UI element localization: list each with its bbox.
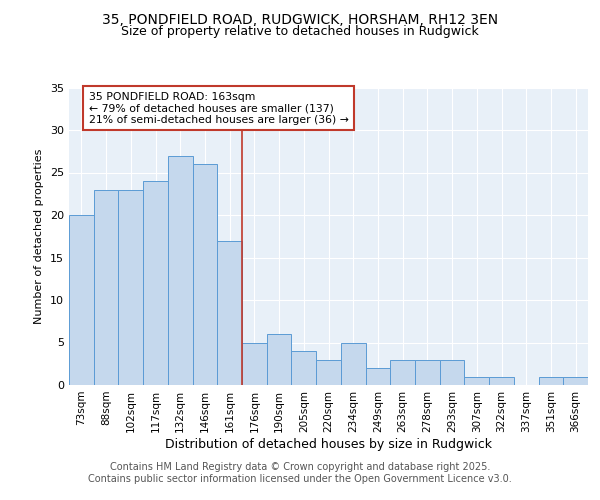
Text: Size of property relative to detached houses in Rudgwick: Size of property relative to detached ho… [121, 25, 479, 38]
Bar [390, 360, 415, 385]
Text: Contains HM Land Registry data © Crown copyright and database right 2025.: Contains HM Land Registry data © Crown c… [110, 462, 490, 472]
Bar [193, 164, 217, 385]
Bar [94, 190, 118, 385]
Bar [143, 181, 168, 385]
Bar [242, 342, 267, 385]
Y-axis label: Number of detached properties: Number of detached properties [34, 148, 44, 324]
Bar [440, 360, 464, 385]
Bar [365, 368, 390, 385]
Bar [168, 156, 193, 385]
Bar [316, 360, 341, 385]
Bar [69, 215, 94, 385]
Bar [118, 190, 143, 385]
Bar [464, 376, 489, 385]
Bar [539, 376, 563, 385]
Bar [217, 240, 242, 385]
Bar [341, 342, 365, 385]
Bar [489, 376, 514, 385]
Bar [267, 334, 292, 385]
Text: Contains public sector information licensed under the Open Government Licence v3: Contains public sector information licen… [88, 474, 512, 484]
X-axis label: Distribution of detached houses by size in Rudgwick: Distribution of detached houses by size … [165, 438, 492, 450]
Bar [563, 376, 588, 385]
Bar [415, 360, 440, 385]
Bar [292, 351, 316, 385]
Text: 35 PONDFIELD ROAD: 163sqm
← 79% of detached houses are smaller (137)
21% of semi: 35 PONDFIELD ROAD: 163sqm ← 79% of detac… [89, 92, 349, 125]
Text: 35, PONDFIELD ROAD, RUDGWICK, HORSHAM, RH12 3EN: 35, PONDFIELD ROAD, RUDGWICK, HORSHAM, R… [102, 12, 498, 26]
